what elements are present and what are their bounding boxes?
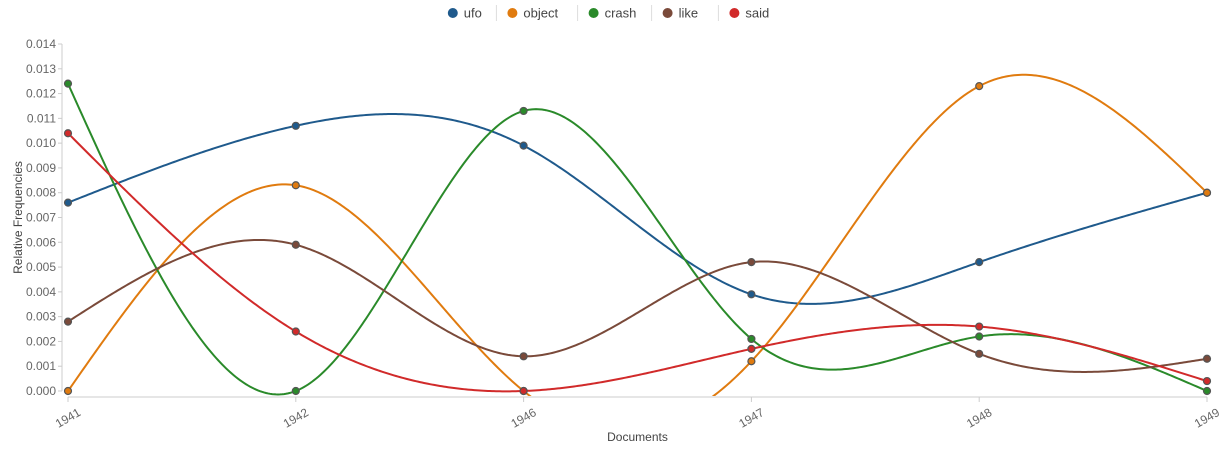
data-point-object[interactable] — [291, 181, 300, 190]
legend-label: object — [523, 6, 558, 21]
legend: ufo object crash like said — [447, 5, 769, 21]
data-point-crash[interactable] — [747, 334, 756, 344]
data-point-ufo[interactable] — [519, 141, 528, 150]
data-point-like[interactable] — [291, 240, 300, 249]
legend-label: ufo — [464, 6, 482, 21]
data-point-object[interactable] — [63, 386, 73, 396]
data-point-said[interactable] — [975, 322, 984, 331]
x-axis-title: Documents — [607, 430, 668, 444]
data-point-like[interactable] — [975, 349, 984, 358]
series-line-ufo — [67, 113, 1207, 305]
y-tick-label: 0.001 — [26, 359, 56, 373]
y-tick-label: 0.006 — [26, 235, 56, 249]
y-tick-label: 0.010 — [26, 136, 56, 150]
y-tick-label: 0.012 — [26, 87, 56, 101]
data-point-object[interactable] — [975, 82, 984, 91]
legend-item-crash[interactable]: crash — [588, 6, 637, 21]
y-tick-label: 0.011 — [27, 111, 56, 125]
data-point-said[interactable] — [291, 327, 300, 336]
data-point-ufo[interactable] — [63, 198, 73, 207]
y-tick-label: 0.004 — [26, 285, 56, 299]
x-tick-label: 1942 — [281, 405, 311, 431]
y-tick-label: 0.008 — [26, 186, 56, 200]
legend-marker — [662, 8, 673, 18]
data-point-said[interactable] — [519, 386, 528, 396]
series-layer — [67, 73, 1207, 396]
legend-marker — [729, 8, 740, 18]
y-tick-label: 0.000 — [26, 384, 56, 398]
data-point-crash[interactable] — [291, 386, 300, 396]
data-point-like[interactable] — [519, 352, 528, 361]
data-point-said[interactable] — [1202, 376, 1212, 386]
legend-label: said — [745, 6, 769, 21]
legend-item-object[interactable]: object — [507, 6, 558, 21]
legend-label: like — [679, 6, 699, 21]
data-point-said[interactable] — [63, 129, 73, 138]
data-point-like[interactable] — [1202, 354, 1212, 363]
x-tick-label: 1941 — [53, 405, 83, 431]
legend-label: crash — [605, 6, 637, 21]
legend-marker — [447, 8, 458, 18]
legend-marker — [588, 8, 599, 18]
data-point-ufo[interactable] — [291, 121, 300, 130]
data-point-like[interactable] — [747, 258, 756, 267]
x-tick-label: 1948 — [964, 405, 994, 431]
series-line-crash — [67, 83, 1207, 396]
data-point-crash[interactable] — [63, 79, 73, 88]
x-tick-label: 1947 — [736, 405, 766, 431]
y-axis: 0.000 0.001 0.002 0.003 0.004 0.005 0.006 0.007… — [26, 37, 63, 398]
x-tick-label: 1946 — [509, 405, 539, 431]
y-tick-label: 0.014 — [26, 37, 56, 51]
y-axis-title: Relative Frequencies — [11, 161, 25, 274]
y-tick-label: 0.002 — [26, 334, 56, 348]
data-point-crash[interactable] — [519, 106, 528, 116]
data-point-object[interactable] — [747, 357, 756, 366]
points-layer — [63, 79, 1212, 396]
data-point-ufo[interactable] — [975, 258, 984, 267]
legend-item-ufo[interactable]: ufo — [447, 6, 482, 21]
data-point-crash[interactable] — [1202, 386, 1212, 396]
x-axis: 1941 1942 1946 1947 1948 1949 — [53, 396, 1222, 431]
series-line-like — [67, 238, 1207, 373]
x-tick-label: 1949 — [1192, 405, 1222, 431]
y-tick-label: 0.005 — [26, 260, 56, 274]
data-point-ufo[interactable] — [747, 290, 756, 299]
y-tick-label: 0.007 — [26, 211, 56, 225]
legend-item-said[interactable]: said — [729, 6, 769, 21]
data-point-crash[interactable] — [975, 332, 984, 341]
series-line-object — [67, 73, 1207, 396]
legend-item-like[interactable]: like — [662, 6, 699, 21]
data-point-like[interactable] — [63, 317, 73, 326]
y-tick-label: 0.009 — [26, 161, 56, 175]
y-tick-label: 0.013 — [26, 62, 56, 76]
legend-marker — [507, 8, 518, 18]
y-tick-label: 0.003 — [26, 310, 56, 324]
series-line-said — [67, 132, 1207, 393]
data-point-said[interactable] — [747, 344, 756, 353]
data-point-object[interactable] — [1202, 188, 1212, 197]
